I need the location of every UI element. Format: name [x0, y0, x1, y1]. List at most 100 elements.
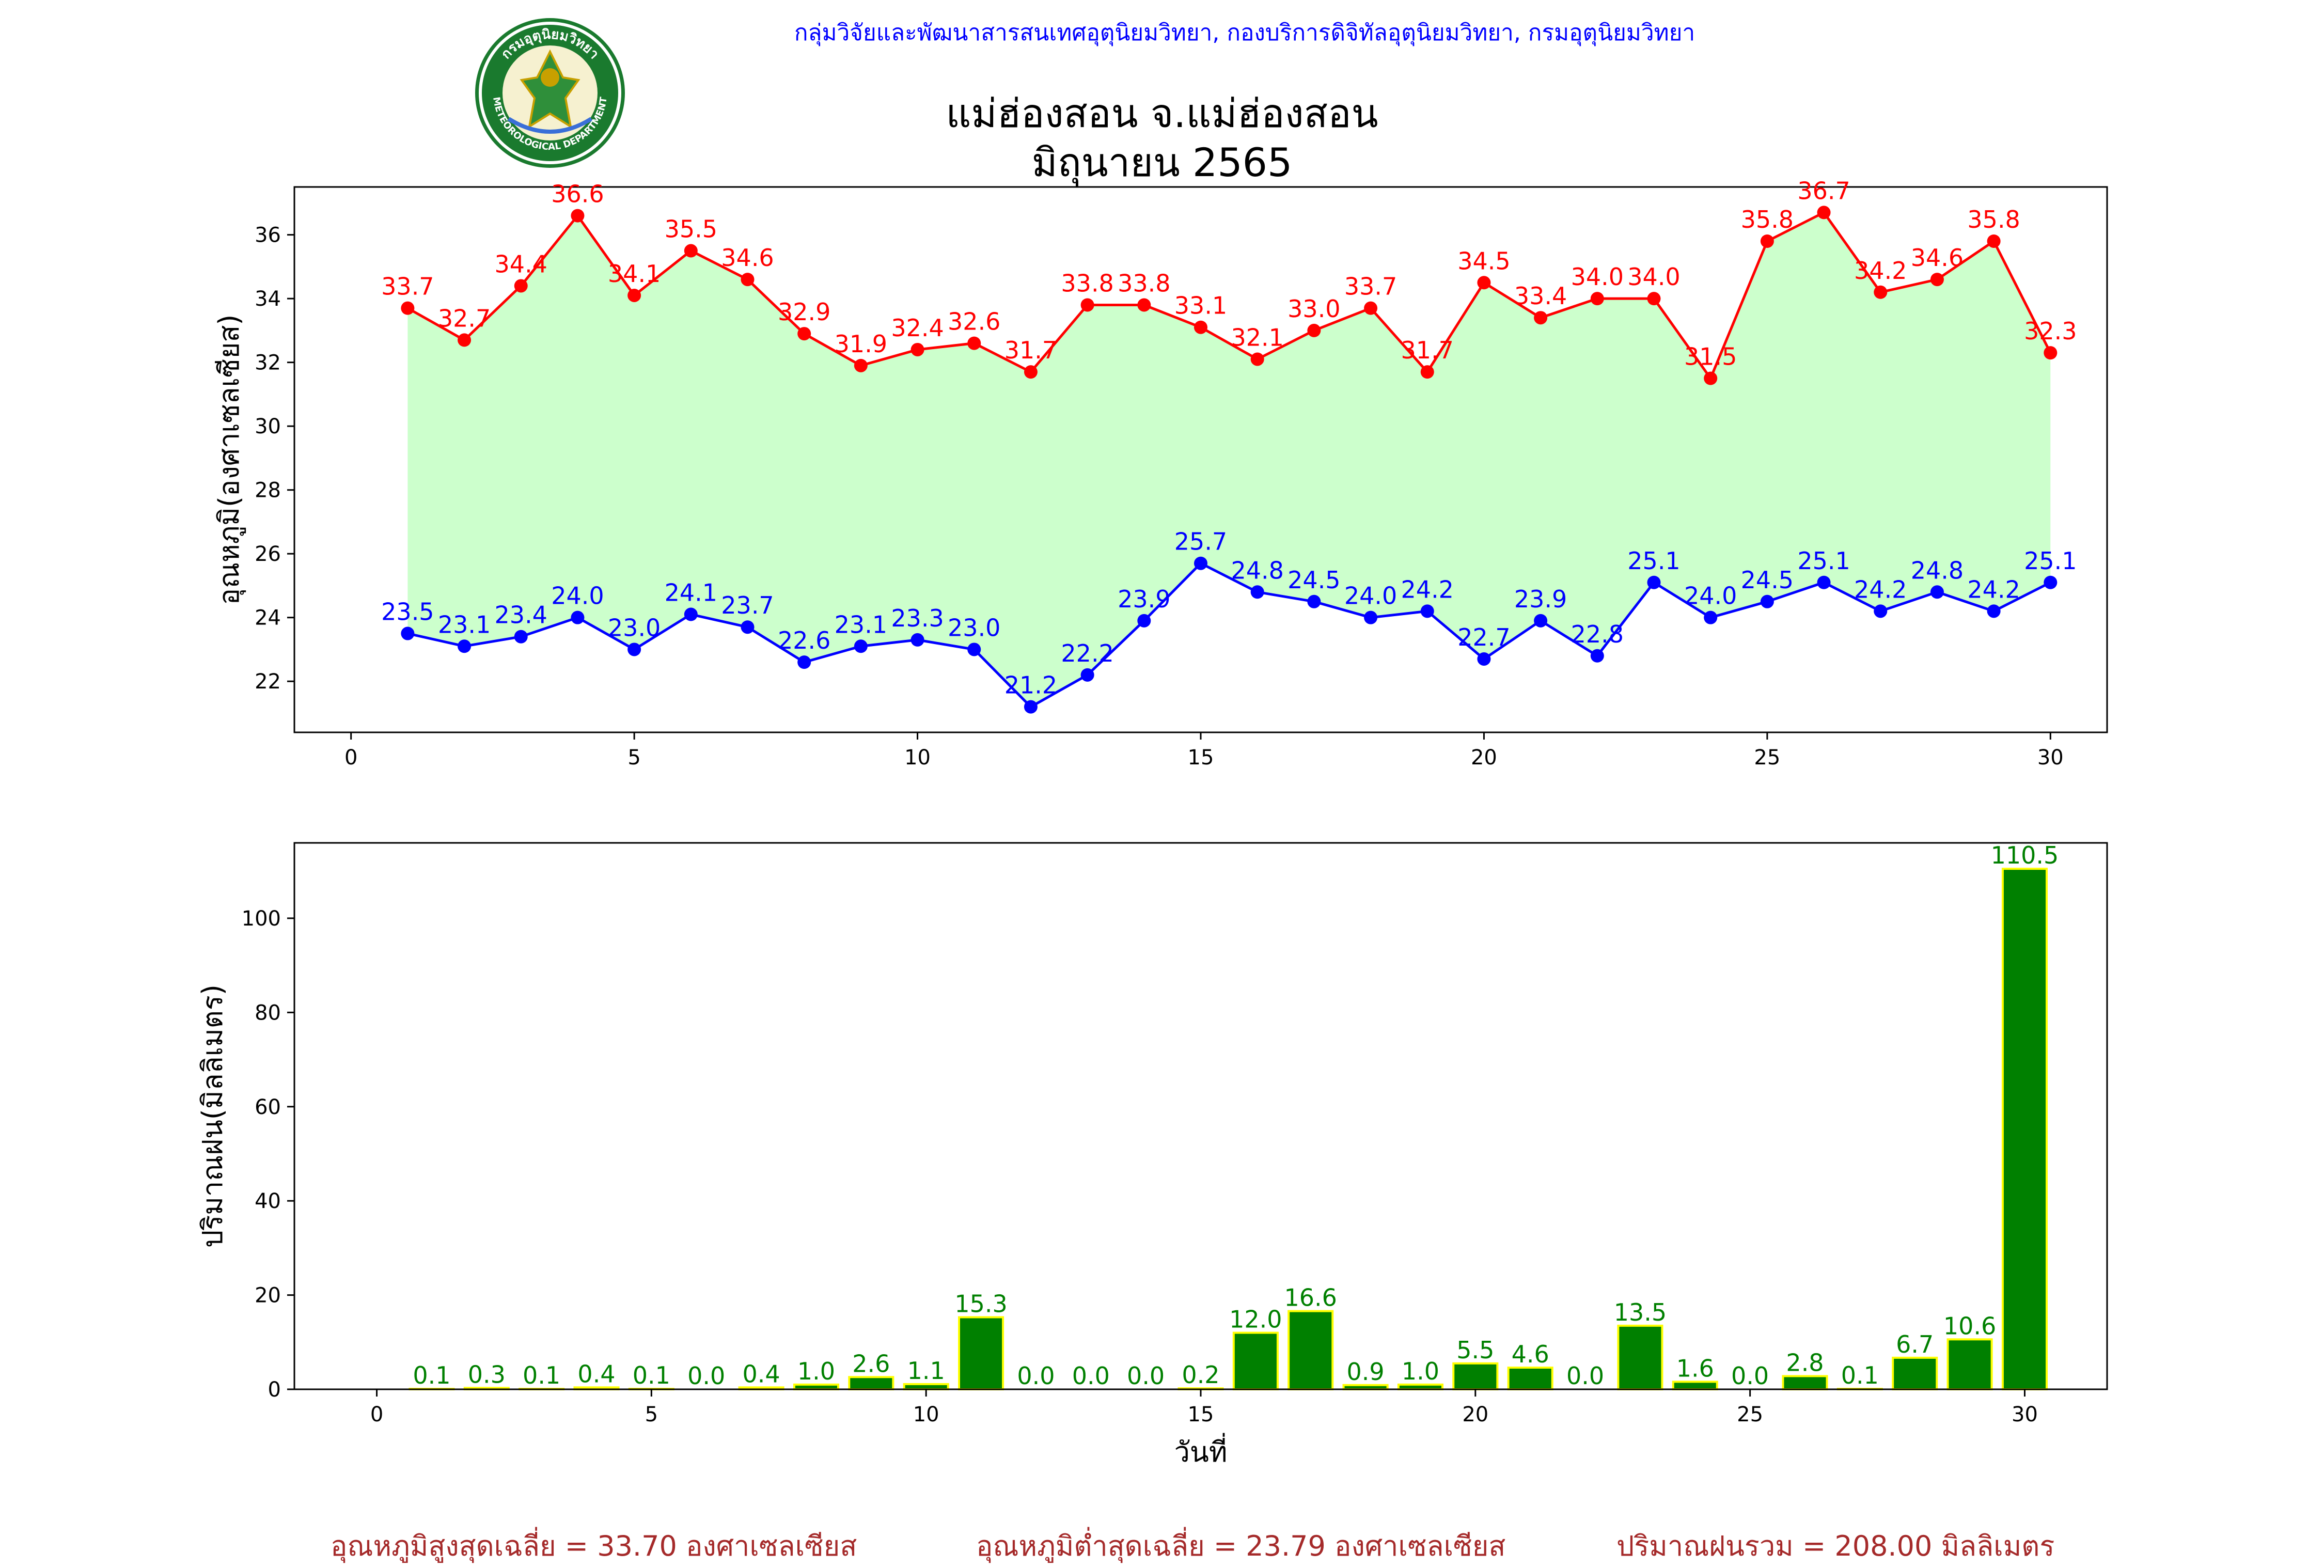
max-temp-label: 36.7 — [1797, 177, 1850, 205]
max-temp-label: 33.8 — [1061, 269, 1113, 297]
min-temp-label: 22.7 — [1457, 623, 1510, 651]
rain-ytick-label: 0 — [268, 1378, 281, 1402]
rain-bar-label: 0.0 — [687, 1362, 725, 1390]
max-temp-point — [797, 327, 811, 341]
temp-ytick-label: 32 — [255, 351, 281, 375]
min-temp-point — [458, 639, 472, 653]
max-temp-label: 33.7 — [1344, 273, 1397, 301]
max-temp-point — [1250, 352, 1264, 366]
min-temp-label: 25.1 — [1797, 547, 1850, 575]
rain-bar-label: 5.5 — [1456, 1336, 1494, 1364]
min-temp-point — [401, 626, 415, 640]
min-temp-label: 24.2 — [1401, 575, 1454, 603]
max-temp-point — [1647, 292, 1661, 306]
max-temp-label: 34.5 — [1457, 247, 1510, 275]
rain-bar — [958, 1316, 1004, 1390]
rain-bar-label: 0.4 — [743, 1360, 780, 1388]
max-temp-label: 34.6 — [1911, 244, 1964, 272]
min-temp-label: 24.5 — [1287, 566, 1340, 594]
min-temp-point — [1817, 575, 1831, 589]
min-temp-label: 24.1 — [665, 579, 717, 607]
max-temp-point — [1080, 298, 1094, 312]
rain-bar-label: 10.6 — [1943, 1312, 1996, 1340]
temp-ytick-label: 22 — [255, 670, 281, 694]
max-temp-label: 33.1 — [1174, 292, 1227, 320]
rain-bar-label: 2.6 — [852, 1350, 890, 1377]
rain-bar-label: 0.1 — [413, 1361, 450, 1389]
rain-bar-label: 0.0 — [1072, 1362, 1110, 1390]
max-temp-point — [514, 279, 528, 293]
rain-bar-label: 1.0 — [1402, 1357, 1439, 1385]
rain-bar-label: 13.5 — [1614, 1298, 1667, 1326]
max-temp-point — [1817, 206, 1831, 219]
min-temp-label: 22.2 — [1061, 639, 1113, 667]
rainfall-chart: 0.1 0.3 0.1 0.4 0.1 0.0 0.4 1.0 2.6 1.1 15.3 0.0 0.0… — [196, 841, 2108, 1468]
min-temp-point — [1590, 649, 1604, 663]
rain-bar-label: 0.0 — [1566, 1362, 1604, 1390]
rain-bar-label: 1.0 — [797, 1357, 835, 1385]
max-temp-label: 34.4 — [495, 250, 547, 278]
rain-xlabel: วันที่ — [1174, 1433, 1228, 1468]
footer-avg-min: อุณหภูมิต่ำสุดเฉลี่ย = 23.79 องศาเซลเซีย… — [976, 1530, 1506, 1562]
max-temp-label: 32.3 — [2024, 317, 2077, 345]
temp-xtick-label: 5 — [627, 746, 640, 770]
rain-bar-label: 110.5 — [1991, 841, 2059, 869]
temp-xtick-label: 25 — [1754, 746, 1780, 770]
temp-fill-area — [407, 212, 2051, 707]
max-temp-point — [1194, 320, 1207, 334]
min-temp-label: 23.4 — [495, 601, 547, 629]
rain-xtick-label: 0 — [370, 1403, 383, 1426]
max-temp-point — [458, 333, 472, 347]
min-temp-label: 23.1 — [835, 610, 887, 638]
rain-bar-label: 0.2 — [1182, 1361, 1219, 1389]
min-temp-point — [797, 655, 811, 669]
temp-ytick-label: 28 — [255, 479, 281, 503]
rain-xtick-label: 30 — [2012, 1403, 2038, 1426]
min-temp-point — [1250, 585, 1264, 599]
min-temp-label: 22.6 — [778, 626, 830, 654]
max-temp-label: 35.8 — [1741, 206, 1794, 233]
rain-bar-label: 0.1 — [1841, 1361, 1879, 1389]
min-temp-label: 22.8 — [1571, 620, 1624, 648]
min-temp-point — [1477, 652, 1491, 666]
rain-bar-label: 6.7 — [1896, 1330, 1934, 1358]
min-temp-label: 24.2 — [1967, 575, 2020, 603]
min-temp-label: 23.5 — [381, 598, 434, 626]
min-temp-point — [684, 607, 698, 621]
rain-ytick-label: 60 — [255, 1095, 281, 1119]
footer-total-rain: ปริมาณฝนรวม = 208.00 มิลลิเมตร — [1616, 1530, 2055, 1562]
min-temp-point — [967, 642, 981, 656]
rain-bar — [1672, 1381, 1718, 1391]
temp-xtick-label: 0 — [344, 746, 357, 770]
rain-bar-label: 16.6 — [1284, 1284, 1337, 1312]
rain-bar-label: 12.0 — [1229, 1306, 1282, 1334]
min-temp-point — [1760, 594, 1774, 608]
max-temp-label: 33.7 — [381, 273, 434, 301]
max-temp-label: 32.9 — [778, 298, 830, 326]
rain-bar — [1287, 1310, 1334, 1390]
rain-bar-label: 0.1 — [523, 1361, 560, 1389]
rain-bar-label: 0.0 — [1731, 1362, 1769, 1390]
min-temp-point — [1647, 575, 1661, 589]
max-temp-label: 32.1 — [1231, 323, 1283, 351]
rain-xtick-label: 15 — [1188, 1403, 1214, 1426]
rain-bar-label: 4.6 — [1512, 1340, 1549, 1368]
rain-ytick-label: 100 — [242, 907, 281, 931]
rain-bar-label: 15.3 — [954, 1290, 1007, 1318]
max-temp-label: 31.9 — [835, 330, 887, 358]
rain-ytick-label: 20 — [255, 1284, 281, 1308]
rain-bar-label: 0.1 — [633, 1361, 670, 1389]
temp-xtick-label: 10 — [904, 746, 931, 770]
rain-axes-frame — [293, 842, 2108, 1390]
min-temp-label: 23.9 — [1118, 585, 1170, 613]
min-temp-label: 25.7 — [1174, 528, 1227, 556]
max-temp-point — [741, 273, 755, 287]
rain-bar-label: 0.3 — [468, 1360, 506, 1388]
max-temp-label: 31.7 — [1401, 336, 1454, 364]
max-temp-label: 35.8 — [1967, 206, 2020, 233]
max-temp-label: 31.5 — [1684, 343, 1737, 371]
min-temp-label: 23.1 — [438, 610, 491, 638]
rain-bar-label: 0.0 — [1127, 1362, 1165, 1390]
max-temp-point — [1874, 285, 1888, 299]
max-temp-point — [967, 336, 981, 350]
